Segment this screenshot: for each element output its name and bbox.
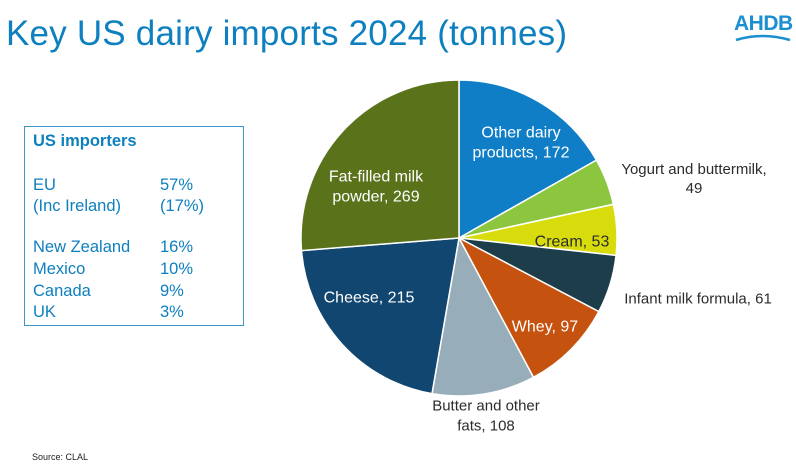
- slice-label: Cheese, 215: [324, 290, 415, 307]
- importer-name: UK: [33, 303, 56, 321]
- slice-label: Other dairy products, 172: [473, 125, 570, 162]
- importer-name: New Zealand: [33, 238, 131, 256]
- importer-share: 9%: [160, 282, 184, 300]
- pie-slice-butter-and-other-fats: [431, 235, 535, 397]
- importer-row: (Inc Ireland) (17%): [33, 197, 238, 219]
- importer-name: Canada: [33, 282, 91, 300]
- importer-row: Canada 9%: [33, 282, 238, 304]
- slice-label: Yogurt and buttermilk, 49: [621, 161, 766, 197]
- pie-slice-other-dairy-products: [458, 79, 598, 240]
- page-title: Key US dairy imports 2024 (tonnes): [6, 14, 568, 53]
- importer-row: New Zealand 16%: [33, 238, 238, 260]
- source-note: Source: CLAL: [32, 452, 89, 462]
- pie-slice-cheese: [300, 237, 460, 395]
- slice-label: Infant milk formula, 61: [624, 290, 772, 307]
- logo-text: AHDB: [734, 12, 793, 35]
- slice-label: Fat-filled milk powder, 269: [329, 169, 424, 206]
- importer-share: 57%: [160, 176, 194, 194]
- slice-label: Whey, 97: [512, 319, 579, 336]
- importer-share: 16%: [160, 238, 194, 256]
- importer-share: 10%: [160, 260, 194, 278]
- pie-slice-whey: [457, 236, 600, 379]
- ahdb-logo: AHDB: [732, 10, 794, 46]
- importer-share: (17%): [160, 197, 205, 215]
- importer-share: 3%: [160, 303, 184, 321]
- importer-name: (Inc Ireland): [33, 197, 122, 215]
- pie-slice-fat-filled-milk-powder: [300, 79, 460, 252]
- slice-label: Butter and other fats, 108: [432, 397, 540, 434]
- slice-label: Cream, 53: [535, 234, 610, 251]
- importer-row: UK 3%: [33, 303, 238, 325]
- importers-box: US importers EU 57% (Inc Ireland) (17%) …: [24, 126, 244, 326]
- importer-row: EU 57%: [33, 176, 238, 198]
- importer-name: Mexico: [33, 260, 86, 278]
- logo-swoosh-icon: [735, 34, 791, 42]
- importer-name: EU: [33, 176, 56, 194]
- importers-title: US importers: [33, 132, 137, 150]
- importer-row: Mexico 10%: [33, 260, 238, 282]
